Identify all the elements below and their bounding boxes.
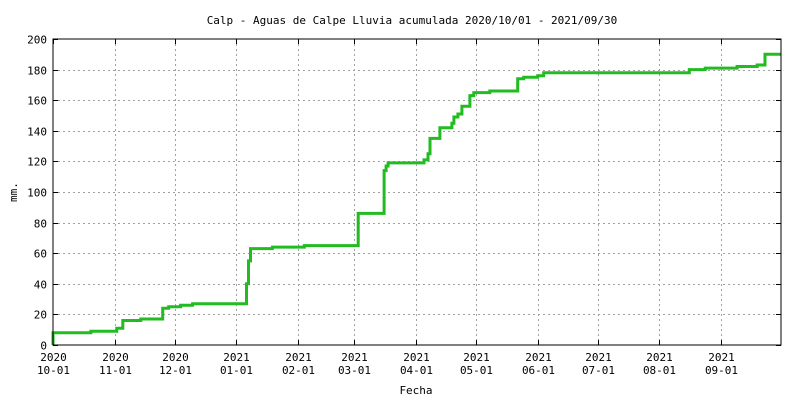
y-tick-label: 140 bbox=[27, 126, 47, 139]
series-line bbox=[51, 52, 781, 345]
y-tick-label: 100 bbox=[27, 187, 47, 200]
x-tick-year: 2020 bbox=[40, 351, 67, 364]
x-axis-label: Fecha bbox=[399, 384, 432, 397]
x-tick-year: 2021 bbox=[341, 351, 368, 364]
x-tick-label: 04-01 bbox=[400, 364, 433, 377]
y-tick-label: 200 bbox=[27, 34, 47, 47]
y-tick-label: 80 bbox=[34, 218, 47, 231]
x-tick-label: 09-01 bbox=[705, 364, 738, 377]
x-tick-year: 2020 bbox=[102, 351, 129, 364]
x-tick-label: 07-01 bbox=[582, 364, 615, 377]
x-tick-label: 05-01 bbox=[460, 364, 493, 377]
x-tick-year: 2020 bbox=[162, 351, 189, 364]
x-tick-year: 2021 bbox=[223, 351, 250, 364]
x-tick-year: 2021 bbox=[585, 351, 612, 364]
x-tick-year: 2021 bbox=[285, 351, 312, 364]
grid-lines bbox=[53, 39, 781, 345]
x-tick-label: 11-01 bbox=[99, 364, 132, 377]
y-tick-label: 20 bbox=[34, 309, 47, 322]
x-tick-label: 08-01 bbox=[643, 364, 676, 377]
y-tick-label: 160 bbox=[27, 95, 47, 108]
x-tick-label: 12-01 bbox=[159, 364, 192, 377]
x-tick-year: 2021 bbox=[646, 351, 673, 364]
y-axis-label: mm. bbox=[7, 182, 20, 202]
x-tick-year: 2021 bbox=[463, 351, 490, 364]
y-tick-label: 0 bbox=[40, 340, 47, 353]
chart-title: Calp - Aguas de Calpe Lluvia acumulada 2… bbox=[207, 14, 618, 27]
x-tick-label: 06-01 bbox=[522, 364, 555, 377]
x-tick-label: 02-01 bbox=[282, 364, 315, 377]
y-tick-labels: 0 20 40 60 80 100 120 140 160 180 200 bbox=[27, 34, 47, 353]
y-tick-label: 180 bbox=[27, 65, 47, 78]
x-tick-year: 2021 bbox=[708, 351, 735, 364]
x-tick-labels: 202010-01202011-01202012-01202101-012021… bbox=[37, 351, 738, 377]
x-tick-label: 01-01 bbox=[220, 364, 253, 377]
plot-frame bbox=[52, 38, 782, 346]
y-tick-label: 40 bbox=[34, 279, 47, 292]
x-tick-label: 03-01 bbox=[338, 364, 371, 377]
y-tick-label: 60 bbox=[34, 248, 47, 261]
x-tick-year: 2021 bbox=[525, 351, 552, 364]
y-tick-label: 120 bbox=[27, 156, 47, 169]
x-tick-year: 2021 bbox=[403, 351, 430, 364]
x-tick-label: 10-01 bbox=[37, 364, 70, 377]
